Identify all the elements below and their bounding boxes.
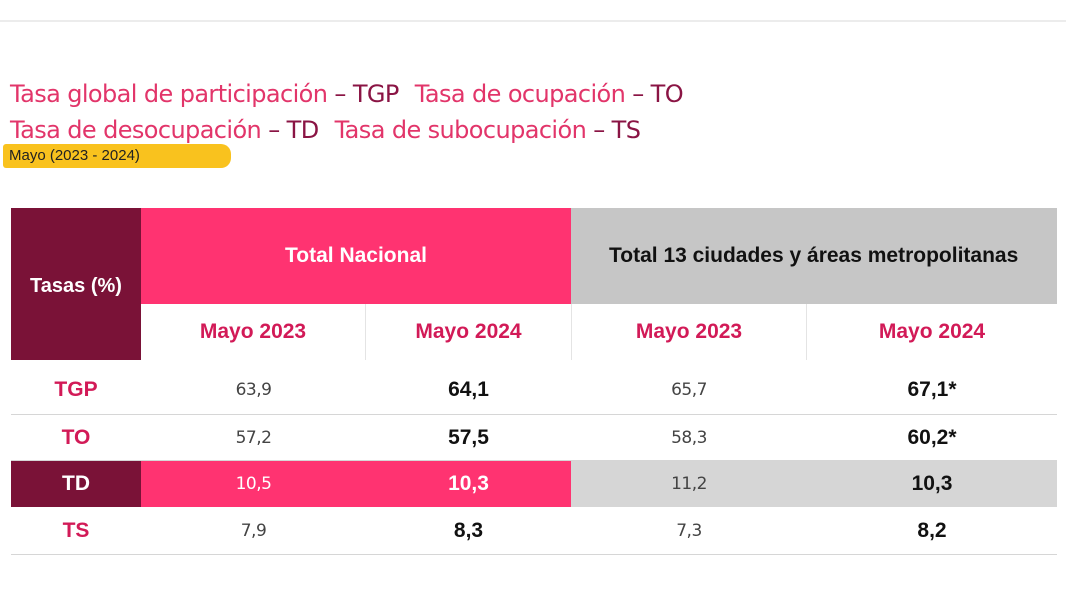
value-ciudades-2023: 7,3 [676, 521, 702, 541]
legend-item-ts-name: Tasa de subocupación [334, 116, 587, 144]
row-label: TS [62, 519, 90, 542]
subheader-nacional-2024: Mayo 2024 [415, 320, 522, 343]
period-badge: Mayo (2023 - 2024) [3, 144, 231, 168]
value-nacional-2023: 63,9 [235, 380, 272, 400]
legend-separator: – [625, 80, 651, 108]
top-divider [0, 20, 1066, 22]
table-row-tgp: TGP 63,9 64,1 65,7 67,1* [11, 366, 1057, 415]
value-nacional-2024: 8,3 [453, 519, 484, 542]
value-nacional-2023: 57,2 [235, 427, 272, 448]
group-header-total-nacional: Total Nacional [141, 208, 571, 304]
value-ciudades-2024: 8,2 [917, 519, 947, 542]
row-label: TO [61, 425, 91, 449]
legend-item-tgp-name: Tasa global de participación [10, 80, 328, 108]
value-ciudades-2024: 60,2* [907, 425, 957, 449]
value-nacional-2023: 7,9 [240, 521, 267, 541]
subheader-ciudades-2024: Mayo 2024 [878, 320, 986, 343]
value-nacional-2024: 10,3 [366, 461, 571, 507]
legend-item-to-abbr: TO [650, 80, 684, 108]
row-header-cell: Tasas (%) [11, 208, 141, 360]
legend-separator: – [586, 116, 612, 144]
legend-row-1: Tasa global de participación – TGP Tasa d… [10, 76, 684, 112]
value-ciudades-2023: 65,7 [671, 380, 707, 400]
subheader-ciudades-2023: Mayo 2023 [571, 304, 807, 360]
subheader-nacional-2023: Mayo 2023 [141, 304, 366, 360]
value-ciudades-2023: 11,2 [571, 461, 807, 507]
value-ciudades-2023: 58,3 [671, 427, 707, 448]
legend-item-tgp-abbr: TGP [352, 80, 400, 108]
value-ciudades-2024: 67,1* [907, 378, 957, 401]
group-header-13-ciudades: Total 13 ciudades y áreas metropolitanas [571, 208, 1057, 304]
legend-row-2: Tasa de desocupación – TD Tasa de subocup… [10, 112, 683, 148]
legend-item-td-abbr: TD [286, 116, 320, 144]
table-row-td-highlighted: TD 10,5 10,3 11,2 10,3 [11, 461, 1057, 507]
value-nacional-2024: 64,1 [448, 378, 489, 401]
value-nacional-2023: 10,5 [141, 461, 366, 507]
legend-item-td-name: Tasa de desocupación [10, 116, 262, 144]
legend-separator: – [327, 80, 353, 108]
legend-separator: – [261, 116, 287, 144]
row-label: TGP [54, 378, 98, 401]
value-ciudades-2024: 10,3 [807, 461, 1057, 507]
rates-table: Tasas (%) Total Nacional Total 13 ciudad… [11, 208, 1057, 556]
table-row-to: TO 57,2 57,5 58,3 60,2* [11, 415, 1057, 461]
legend-item-to-name: Tasa de ocupación [414, 80, 626, 108]
table-row-ts: TS 7,9 8,3 7,3 8,2 [11, 508, 1057, 555]
abbreviation-legend: Tasa global de participación – TGP Tasa d… [10, 76, 684, 148]
legend-item-ts-abbr: TS [611, 116, 641, 144]
row-label: TD [11, 461, 141, 507]
value-nacional-2024: 57,5 [448, 425, 489, 449]
